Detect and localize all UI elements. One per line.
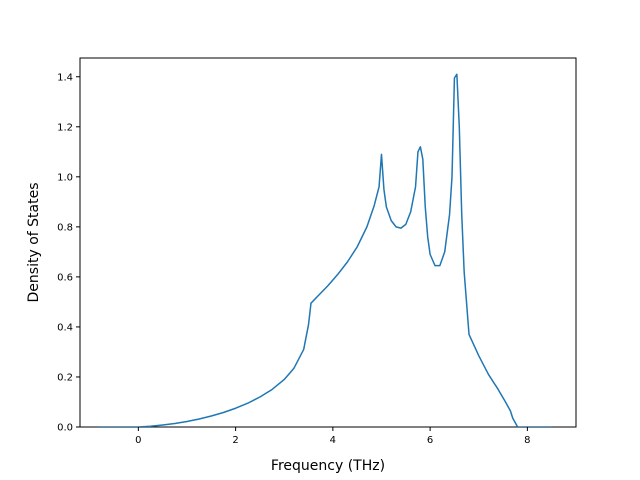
x-tick-label: 2: [232, 435, 238, 446]
x-axis-label: Frequency (THz): [271, 458, 385, 474]
y-tick-label: 0.6: [57, 272, 73, 283]
x-tick-label: 0: [135, 435, 141, 446]
y-tick-label: 1.2: [57, 122, 73, 133]
series-line: [99, 73, 552, 427]
y-axis-label: Density of States: [26, 183, 42, 303]
y-tick-label: 0.4: [57, 322, 73, 333]
x-tick-label: 4: [330, 435, 336, 446]
x-tick-label: 6: [427, 435, 433, 446]
y-tick-label: 0.0: [57, 423, 73, 434]
series-layer: [99, 73, 552, 427]
y-tick-label: 0.2: [57, 372, 73, 383]
y-axis: 0.0 0.2 0.4 0.6 0.8 1.0 1.2 1.4: [57, 72, 80, 434]
plot-area: [79, 57, 577, 428]
x-tick-label: 8: [524, 435, 530, 446]
x-axis: 0 2 4 6 8: [135, 427, 531, 446]
y-tick-label: 1.4: [57, 72, 73, 83]
y-tick-label: 1.0: [57, 172, 73, 183]
y-tick-label: 0.8: [57, 222, 73, 233]
